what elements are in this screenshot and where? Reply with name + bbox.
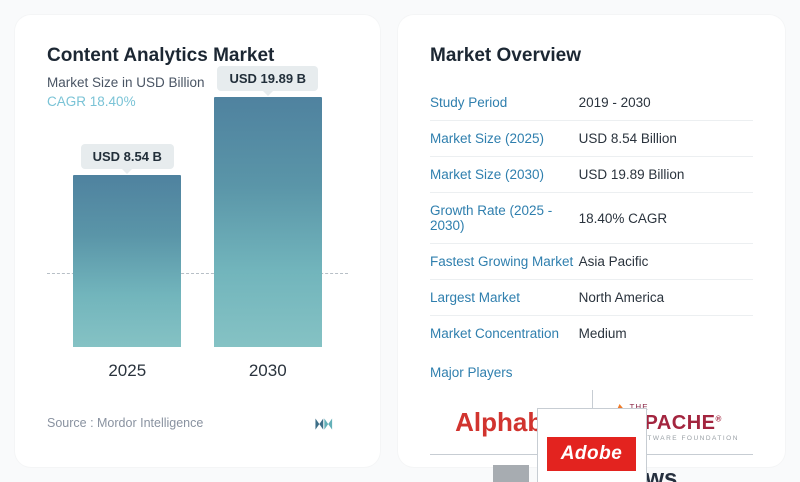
bar-2025-year: 2025: [108, 361, 146, 381]
chart-panel: Content Analytics Market Market Size in …: [15, 15, 380, 467]
apple-logo-icon: [493, 465, 529, 482]
adobe-logo-cell: Adobe: [537, 408, 647, 482]
chart-title: Content Analytics Market: [47, 45, 348, 67]
major-players-label: Major Players: [430, 365, 753, 380]
chart-source-label: Source : Mordor Intelligence: [47, 416, 203, 430]
chart-footer: Source : Mordor Intelligence: [47, 399, 348, 433]
mordor-intelligence-logo: [314, 413, 348, 433]
table-row: Largest Market North America: [430, 280, 753, 316]
bar-2030-year: 2030: [249, 361, 287, 381]
bar-2030[interactable]: USD 19.89 B 2030: [213, 97, 323, 381]
bar-chart: USD 8.54 B 2025 USD 19.89 B 2030: [47, 131, 348, 381]
table-row: Market Size (2025) USD 8.54 Billion: [430, 121, 753, 157]
bar-2025-label: USD 8.54 B: [81, 144, 174, 169]
bar-2025[interactable]: USD 8.54 B 2025: [72, 175, 182, 381]
table-row: Market Concentration Medium: [430, 316, 753, 352]
dashboard-page: Share Content Analytics Market Market Si…: [0, 0, 800, 482]
overview-table: Study Period 2019 - 2030 Market Size (20…: [430, 85, 753, 351]
adobe-logo: Adobe: [547, 437, 637, 471]
major-players-grid: Alphabet THE APACHE® SOFTWARE FOUNDATION: [430, 390, 753, 482]
table-row: Fastest Growing Market Asia Pacific: [430, 244, 753, 280]
table-row: Growth Rate (2025 - 2030) 18.40% CAGR: [430, 193, 753, 244]
bar-2030-label: USD 19.89 B: [217, 66, 318, 91]
table-row: Study Period 2019 - 2030: [430, 85, 753, 121]
overview-panel: Market Overview Study Period 2019 - 2030…: [398, 15, 785, 467]
table-row: Market Size (2030) USD 19.89 Billion: [430, 157, 753, 193]
overview-title: Market Overview: [430, 45, 753, 67]
